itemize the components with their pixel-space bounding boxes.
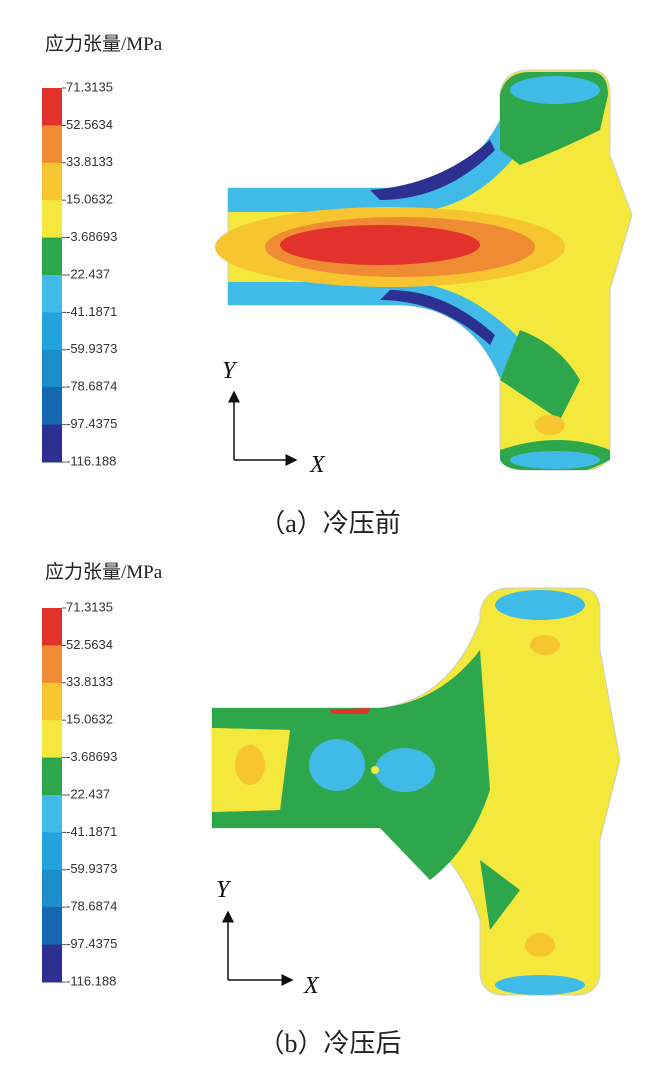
colorbar-label: 52.5634 <box>66 117 113 132</box>
colorbar-label: -97.4375 <box>66 936 117 951</box>
colorbar-band <box>42 424 62 463</box>
contour-a <box>215 69 633 471</box>
colorbar-band <box>42 387 62 426</box>
colorbar-label: 15.0632 <box>66 192 113 207</box>
colorbar-label: -59.9373 <box>66 861 117 876</box>
colorbar-label: -22.437 <box>66 786 110 801</box>
colorbar-band <box>42 757 62 796</box>
colorbar-label: -59.9373 <box>66 341 117 356</box>
colorbar-band <box>42 312 62 351</box>
colorbar-label: -116.188 <box>66 973 116 988</box>
y-axis-label: Y <box>222 358 238 384</box>
colorbar-label: -41.1871 <box>66 304 117 319</box>
colorbar-band <box>42 88 62 126</box>
y-axis-label: Y <box>216 877 232 903</box>
colorbar-band <box>42 795 62 833</box>
colorbar-label: 15.0632 <box>66 712 113 727</box>
colorbar-label: -116.188 <box>66 453 116 468</box>
caption: （a）冷压前 <box>259 509 401 538</box>
colorbar-label: 33.8133 <box>66 674 113 689</box>
colorbar-band <box>42 275 62 313</box>
colorbar-band <box>42 125 62 164</box>
colorbar-label: 33.8133 <box>66 154 113 169</box>
legend-title: 应力张量/MPa <box>45 33 163 55</box>
colorbar-label: 71.3135 <box>66 79 113 94</box>
colorbar-label: -97.4375 <box>66 416 117 431</box>
colorbar-band <box>42 869 62 908</box>
colorbar-band <box>42 907 62 946</box>
colorbar-band <box>42 832 62 871</box>
colorbar-label: 52.5634 <box>66 637 113 652</box>
colorbar-band <box>42 608 62 646</box>
colorbar-label: -78.6874 <box>66 899 117 914</box>
colorbar-label: -3.68693 <box>66 749 117 764</box>
caption: （b）冷压后 <box>258 1029 401 1058</box>
colorbar-band <box>42 162 62 201</box>
colorbar-band <box>42 349 62 388</box>
contour-b <box>211 587 621 996</box>
colorbar-label: -22.437 <box>66 266 110 281</box>
legend-title: 应力张量/MPa <box>45 561 163 583</box>
colorbar-label: -78.6874 <box>66 379 117 394</box>
colorbar-band <box>42 645 62 684</box>
colorbar-band <box>42 720 62 759</box>
colorbar-band <box>42 682 62 721</box>
colorbar-label: 71.3135 <box>66 599 113 614</box>
colorbar-band <box>42 944 62 983</box>
x-axis-label: X <box>309 452 326 478</box>
colorbar-band <box>42 200 62 239</box>
colorbar-label: -41.1871 <box>66 824 117 839</box>
colorbar-label: -3.68693 <box>66 229 117 244</box>
colorbar-band <box>42 237 62 276</box>
x-axis-label: X <box>303 973 320 999</box>
